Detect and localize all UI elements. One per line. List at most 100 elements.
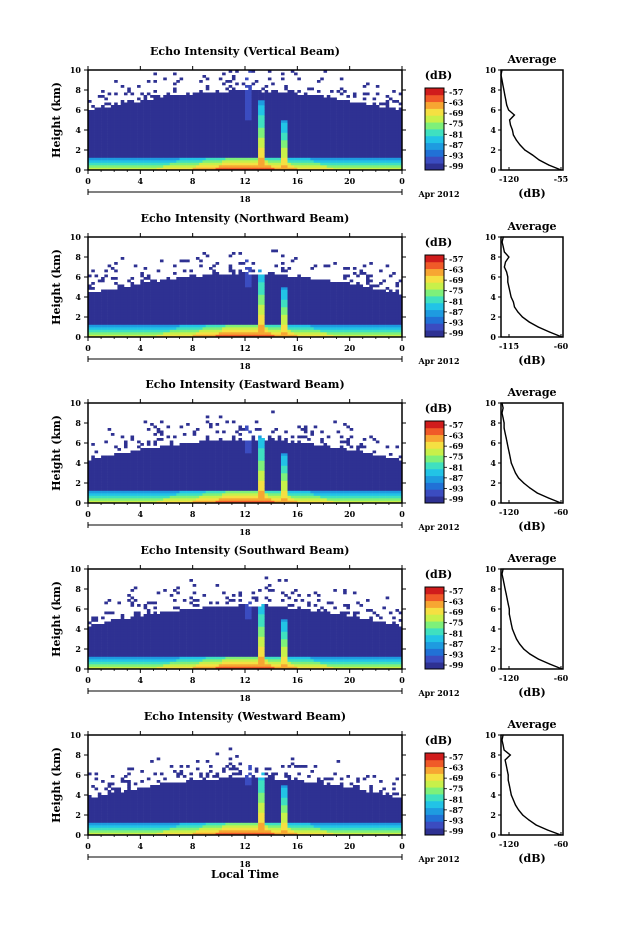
heatmap-cell	[195, 284, 200, 288]
heatmap-cell	[336, 314, 341, 318]
heatmap-cell	[176, 287, 180, 290]
heatmap-cell	[238, 165, 243, 168]
heatmap-cell	[97, 292, 102, 295]
heatmap-cell	[313, 160, 318, 163]
heatmap-cell	[392, 155, 396, 158]
heatmap-cell	[182, 155, 187, 158]
heatmap-cell	[114, 289, 118, 293]
heatmap-cell	[382, 137, 386, 141]
heatmap-cell	[307, 332, 311, 335]
heatmap-cell	[392, 160, 396, 163]
heatmap-cell	[176, 160, 180, 163]
heatmap-cell	[163, 115, 167, 118]
heatmap-cell	[248, 327, 252, 330]
heatmap-cell	[330, 140, 334, 143]
heatmap-cell	[277, 147, 282, 151]
heatmap-cell	[97, 160, 102, 163]
heatmap-cell	[205, 145, 210, 148]
heatmap-cell	[215, 282, 220, 285]
heatmap-cell	[114, 302, 118, 305]
heatmap-cell	[182, 307, 187, 310]
heatmap-cell	[192, 130, 197, 133]
heatmap-cell	[150, 127, 154, 131]
heatmap-cell	[182, 292, 187, 295]
heatmap-cell	[330, 165, 334, 168]
heatmap-cell	[330, 90, 334, 93]
heatmap-cell	[176, 314, 180, 318]
heatmap-cell	[192, 327, 197, 330]
heatmap-cell	[388, 135, 393, 138]
heatmap-cell	[349, 289, 354, 293]
heatmap-cell	[343, 307, 347, 310]
heatmap-cell	[307, 130, 311, 133]
heatmap-cell	[153, 80, 157, 83]
heatmap-cell	[140, 130, 144, 133]
heatmap-cell	[222, 332, 226, 335]
heatmap-cell	[346, 145, 350, 148]
heatmap-cell	[173, 120, 177, 123]
heatmap-cell	[222, 152, 226, 156]
heatmap-cell	[254, 105, 259, 108]
heatmap-cell	[235, 297, 239, 300]
heatmap-cell	[159, 309, 164, 313]
heatmap-cell	[258, 110, 262, 113]
heatmap-cell	[215, 100, 220, 103]
heatmap-cell	[248, 155, 252, 158]
heatmap-cell	[91, 140, 95, 143]
heatmap-cell	[375, 117, 380, 121]
heatmap-cell	[91, 152, 95, 156]
heatmap-cell	[143, 102, 148, 106]
heatmap-cell	[352, 167, 357, 171]
heatmap-cell	[179, 277, 184, 280]
heatmap-cell	[107, 117, 112, 121]
heatmap-cell	[212, 334, 216, 338]
heatmap-cell	[199, 92, 203, 96]
heatmap-cell	[280, 115, 285, 118]
heatmap-cell	[343, 282, 347, 285]
heatmap-cell	[127, 90, 131, 93]
heatmap-cell	[209, 277, 213, 280]
heatmap-cell	[280, 142, 285, 146]
heatmap-cell	[159, 160, 164, 163]
heatmap-cell	[212, 160, 216, 163]
heatmap-cell	[385, 145, 390, 148]
heatmap-cell	[150, 334, 154, 338]
heatmap-cell	[215, 319, 220, 323]
heatmap-cell	[375, 167, 380, 171]
heatmap-cell	[222, 150, 226, 153]
heatmap-cell	[202, 122, 207, 126]
heatmap-cell	[228, 150, 233, 153]
heatmap-cell	[372, 122, 377, 126]
heatmap-cell	[343, 110, 347, 113]
heatmap-cell	[294, 130, 298, 133]
heatmap-cell	[274, 302, 279, 305]
heatmap-cell	[228, 289, 233, 293]
heatmap-cell	[199, 317, 203, 320]
heatmap-cell	[130, 292, 135, 295]
heatmap-cell	[169, 334, 174, 338]
heatmap-cell	[346, 289, 350, 293]
heatmap-cell	[264, 299, 269, 303]
heatmap-cell	[163, 324, 167, 328]
heatmap-cell	[320, 299, 324, 303]
heatmap-cell	[300, 327, 305, 330]
heatmap-cell	[120, 302, 125, 305]
heatmap-cell	[398, 132, 403, 136]
heatmap-cell	[202, 127, 207, 131]
heatmap-cell	[238, 110, 243, 113]
heatmap-cell	[133, 334, 138, 338]
heatmap-cell	[163, 329, 167, 333]
heatmap-cell	[290, 304, 295, 308]
heatmap-cell	[114, 292, 118, 295]
heatmap-cell	[104, 322, 108, 325]
heatmap-cell	[366, 140, 370, 143]
heatmap-cell	[248, 312, 252, 315]
heatmap-cell	[349, 115, 354, 118]
heatmap-cell	[107, 107, 112, 111]
heatmap-cell	[195, 127, 200, 131]
heatmap-cell	[372, 137, 377, 141]
heatmap-cell	[287, 304, 292, 308]
heatmap-cell	[159, 324, 164, 328]
heatmap-cell	[323, 324, 328, 328]
heatmap-cell	[231, 312, 236, 315]
